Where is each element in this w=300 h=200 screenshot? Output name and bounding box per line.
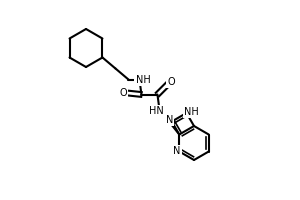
Text: O: O <box>119 88 127 98</box>
Text: O: O <box>168 77 175 87</box>
Text: NH: NH <box>136 75 150 85</box>
Text: N: N <box>173 146 180 156</box>
Text: N: N <box>166 115 173 125</box>
Text: HN: HN <box>149 106 164 116</box>
Text: NH: NH <box>184 107 199 117</box>
